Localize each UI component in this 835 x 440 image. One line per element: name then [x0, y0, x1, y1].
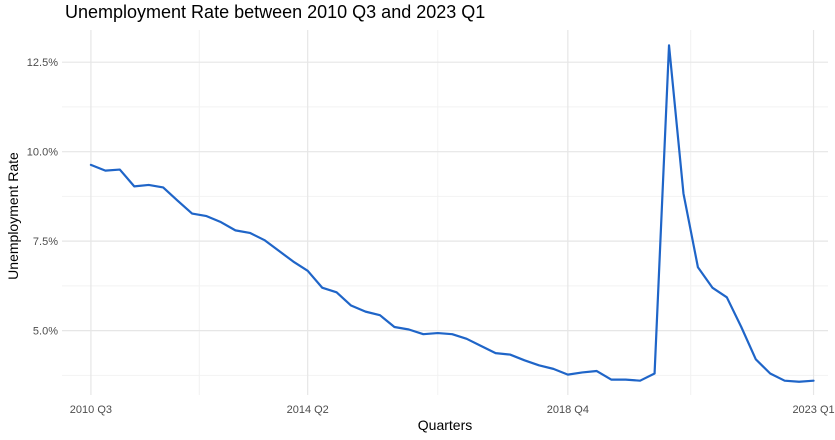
chart-title: Unemployment Rate between 2010 Q3 and 20… — [65, 2, 486, 22]
minor-gridlines — [62, 30, 828, 395]
y-tick-label: 10.0% — [27, 147, 58, 159]
y-tick-label: 12.5% — [27, 57, 58, 69]
y-tick-label: 7.5% — [33, 236, 58, 248]
major-gridlines — [62, 30, 828, 395]
x-axis-label: Quarters — [418, 417, 472, 433]
x-tick-label: 2023 Q1 — [792, 404, 834, 416]
x-tick-label: 2018 Q4 — [547, 404, 589, 416]
x-tick-label: 2014 Q2 — [287, 404, 329, 416]
y-axis-label: Unemployment Rate — [5, 152, 21, 280]
x-tick-label: 2010 Q3 — [70, 404, 112, 416]
y-tick-label: 5.0% — [33, 326, 58, 338]
tick-labels: 5.0% 7.5% 10.0% 12.5% 2010 Q3 2014 Q2 2018 Q4 2… — [27, 57, 835, 416]
series-layer — [89, 44, 815, 383]
